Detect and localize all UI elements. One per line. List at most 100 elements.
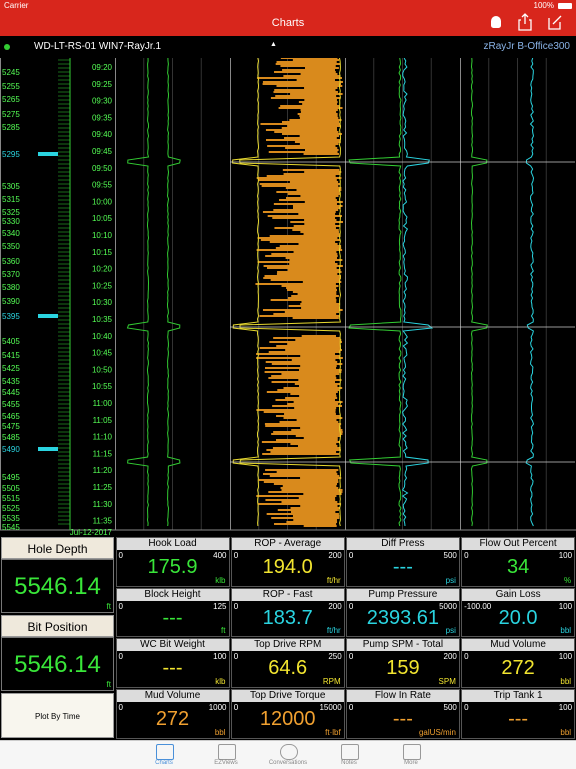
gauge-value: 12000 [259, 708, 316, 731]
gauge-unit: psi [445, 626, 456, 636]
time-label: 11:00 [93, 399, 113, 408]
tab-icon [156, 744, 174, 760]
gauge-value: 272 [501, 657, 535, 680]
depth-label: 5545 [2, 523, 20, 532]
bit-position-box: 5546.14 ft [1, 637, 114, 691]
tab-icon [341, 744, 359, 760]
time-label: 11:35 [93, 517, 113, 526]
time-label: 11:05 [93, 416, 113, 425]
gauge-unit: bbl [560, 727, 572, 737]
gauge-title: Pump SPM - Total [346, 639, 459, 652]
gauge-min: 0 [348, 601, 354, 611]
gauge: Pump Pressure 0 5000 2393.61 psi [345, 587, 460, 638]
plot-by-time-button[interactable]: Plot By Time [1, 693, 114, 738]
hole-depth-box: 5546.14 ft [1, 559, 114, 613]
time-label: 09:20 [92, 63, 113, 72]
gauge-max: 250 [328, 652, 342, 662]
gauge-value: --- [392, 556, 413, 578]
time-label: 10:05 [92, 214, 113, 223]
tab-label: Conversations [268, 760, 308, 766]
tab-label: Notes [341, 760, 357, 766]
depth-label: 5485 [2, 433, 20, 442]
depth-label: 5305 [2, 182, 20, 191]
tab[interactable]: More [371, 741, 451, 769]
depth-label: 5490 [2, 445, 20, 454]
gauge-max: 100 [213, 652, 227, 662]
gauge-max: 100 [558, 551, 573, 560]
trace [525, 58, 535, 527]
gauge: Flow In Rate 0 500 --- galUS/min [345, 689, 460, 739]
gauge-unit: bbl [214, 727, 226, 737]
gauge-min: 0 [464, 652, 469, 662]
gauge-min: 0 [233, 601, 239, 611]
gauge-min: -100.00 [464, 601, 492, 611]
tab[interactable]: Notes [309, 741, 389, 769]
gauge-max: 125 [213, 601, 227, 611]
server: zRayJr B-Office300 [483, 41, 570, 52]
gauge-title: Trip Tank 1 [462, 690, 575, 703]
share-icon[interactable] [518, 13, 532, 31]
gauge-unit: galUS/min [418, 727, 456, 737]
tab[interactable]: Charts [124, 741, 204, 769]
gauge-min: 0 [348, 652, 354, 662]
gauge-value: --- [392, 708, 413, 731]
gauge-unit: psi [445, 575, 456, 585]
gauge-value: --- [162, 657, 183, 680]
dropdown-arrow[interactable]: ▲ [270, 41, 277, 48]
gauge-min: 0 [348, 703, 354, 713]
gauge-value: 175.9 [147, 556, 198, 578]
gauge-min: 0 [464, 703, 469, 713]
time-label: 10:10 [92, 231, 113, 240]
time-label: 10:25 [92, 281, 113, 290]
gauge-min: 0 [233, 652, 239, 662]
time-label: 10:30 [92, 298, 113, 307]
edit-icon[interactable] [548, 14, 562, 30]
depth-label: 5415 [2, 351, 20, 360]
gauge-min: 0 [233, 551, 239, 560]
time-label: 10:20 [92, 265, 113, 274]
gauge-max: 15000 [319, 703, 342, 713]
tab[interactable]: EZViews [186, 741, 266, 769]
depth-label: 5350 [2, 242, 20, 251]
depth-label: 5275 [2, 110, 20, 119]
time-label: 11:25 [93, 483, 113, 492]
trace [401, 58, 434, 527]
gauge-value: 272 [155, 708, 190, 731]
gauge: Block Height 0 125 --- ft [115, 587, 230, 638]
tab-bar: Charts EZViews Conversations Notes More [0, 740, 576, 769]
hole-depth-label: Hole Depth [1, 537, 114, 559]
gauge-max: 1000 [208, 703, 227, 713]
hole-depth-unit: ft [106, 602, 111, 611]
tab-label: Charts [155, 760, 173, 766]
strip-chart: 5245 5255 5265 5275 5285 5295 5305 5315 53255330… [0, 58, 576, 537]
gauge-value: 2393.61 [366, 606, 440, 629]
gauge-unit: ft/hr [326, 575, 341, 585]
gauge-title: WC Bit Weight [116, 639, 229, 652]
gauge-unit: ft [221, 626, 226, 636]
gauge-title: Diff Press [346, 538, 459, 550]
header: Carrier 100% Charts [0, 0, 576, 36]
gauge-title: Pump Pressure [346, 588, 459, 601]
status-dot [4, 44, 10, 50]
depth-label: 5395 [2, 312, 20, 321]
gauge-title: Mud Volume [116, 690, 229, 703]
depth-label: 5535 [2, 514, 20, 523]
trace [470, 58, 488, 527]
tab-icon [280, 744, 298, 760]
gauge-unit: ft/hr [326, 626, 341, 636]
gauge-max: 100 [558, 601, 573, 611]
gauge-max: 400 [213, 551, 227, 560]
hole-depth-value: 5546.14 [14, 573, 101, 600]
depth-label: 5285 [2, 123, 20, 132]
gauge-value: --- [508, 708, 529, 731]
gauge: Mud Volume 0 100 272 bbl [461, 638, 576, 688]
tab[interactable]: Conversations [248, 741, 328, 769]
gauge-min: 0 [233, 703, 239, 713]
depth-label: 5265 [2, 95, 20, 104]
well-name[interactable]: WD-LT-RS-01 WIN7-RayJr.1 [34, 41, 162, 52]
gauge-unit: klb [215, 676, 226, 686]
depth-marker [38, 152, 58, 156]
gauge-max: 100 [558, 703, 573, 713]
depth-label: 5455 [2, 400, 20, 409]
user-icon[interactable] [491, 16, 501, 28]
